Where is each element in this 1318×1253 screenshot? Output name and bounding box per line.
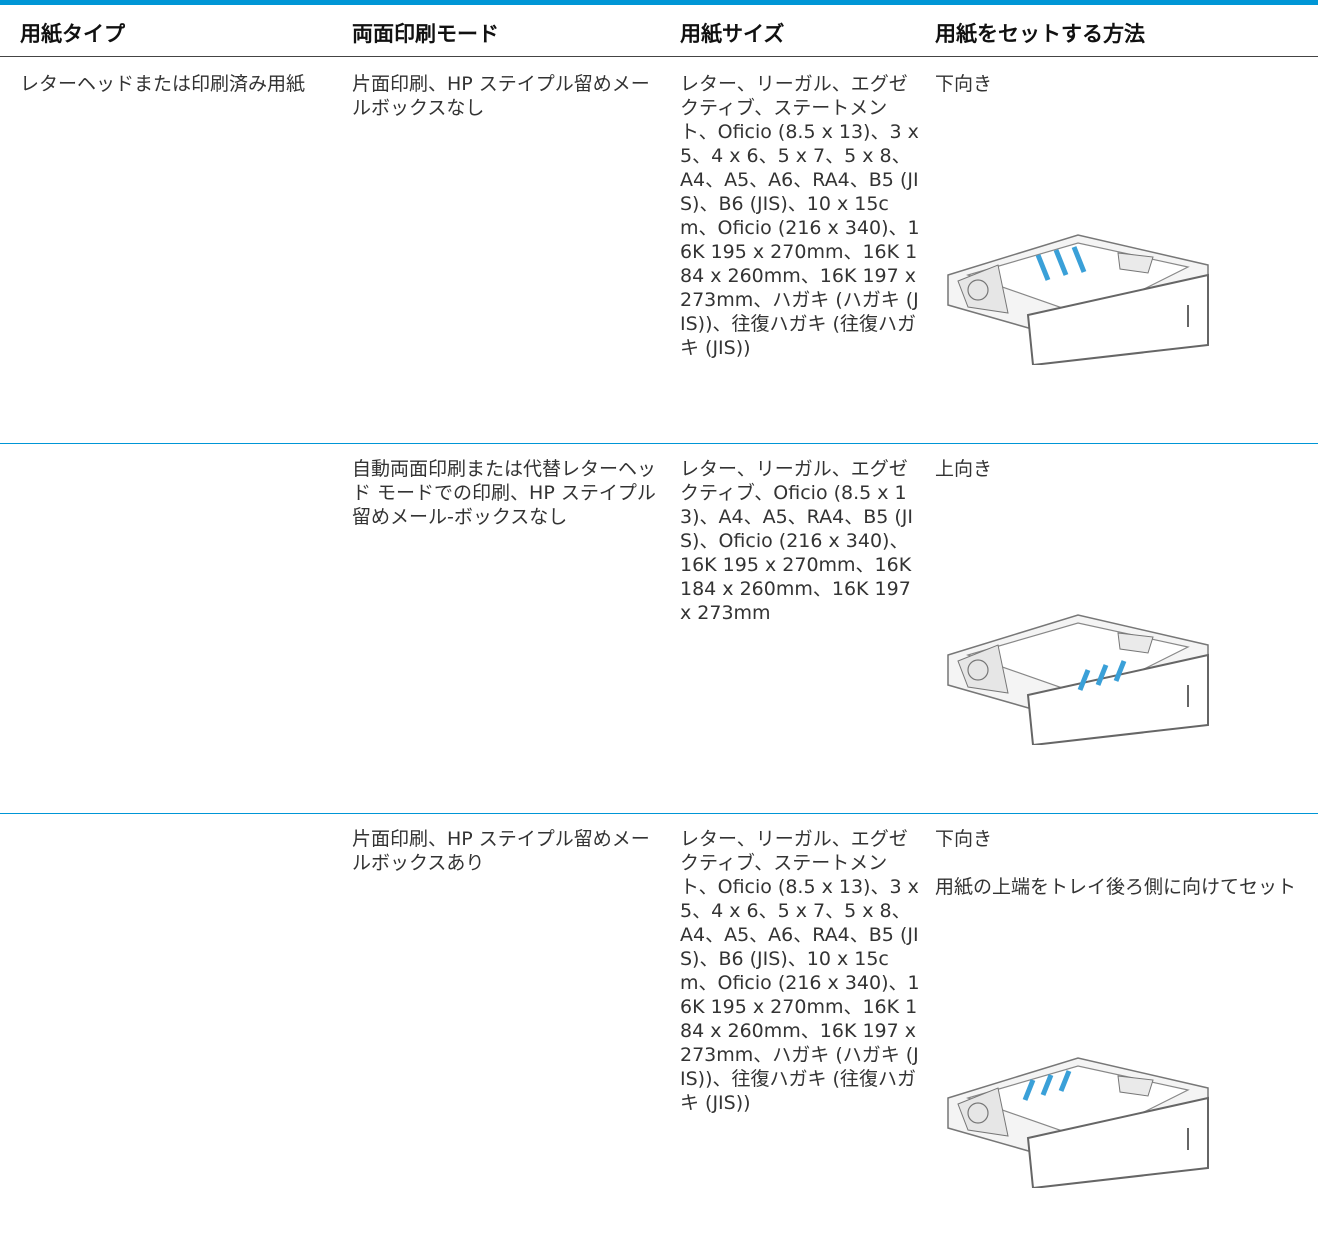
duplex-mode: 片面印刷、HP ステイプル留めメールボックスあり [352, 828, 650, 874]
row-rule [0, 443, 1318, 444]
orientation: 上向き [935, 458, 993, 480]
column-header: 用紙タイプ [20, 22, 125, 46]
column-header: 用紙をセットする方法 [935, 22, 1145, 46]
column-header: 用紙サイズ [680, 22, 785, 46]
row-rule [0, 813, 1318, 814]
duplex-mode: 片面印刷、HP ステイプル留めメールボックスなし [352, 73, 650, 119]
paper-sizes: レター、リーガル、エグゼクティブ、ステートメント、Oficio (8.5 x 1… [680, 828, 920, 1114]
paper-type: レターヘッドまたは印刷済み用紙 [20, 73, 306, 95]
tray-illustration [938, 1018, 1218, 1188]
duplex-mode: 自動両面印刷または代替レターヘッド モードでの印刷、HP ステイプル留めメール-… [352, 458, 657, 528]
loading-note: 用紙の上端をトレイ後ろ側に向けてセット [935, 876, 1297, 898]
top-rule [0, 0, 1318, 5]
tray-illustration [938, 575, 1218, 745]
orientation: 下向き [935, 73, 993, 95]
paper-sizes: レター、リーガル、エグゼクティブ、ステートメント、Oficio (8.5 x 1… [680, 73, 920, 359]
paper-sizes: レター、リーガル、エグゼクティブ、Oficio (8.5 x 13)、A4、A5… [680, 458, 913, 624]
column-header: 両面印刷モード [352, 22, 499, 46]
orientation: 下向き [935, 828, 993, 850]
tray-illustration [938, 195, 1218, 365]
header-rule [0, 56, 1318, 57]
